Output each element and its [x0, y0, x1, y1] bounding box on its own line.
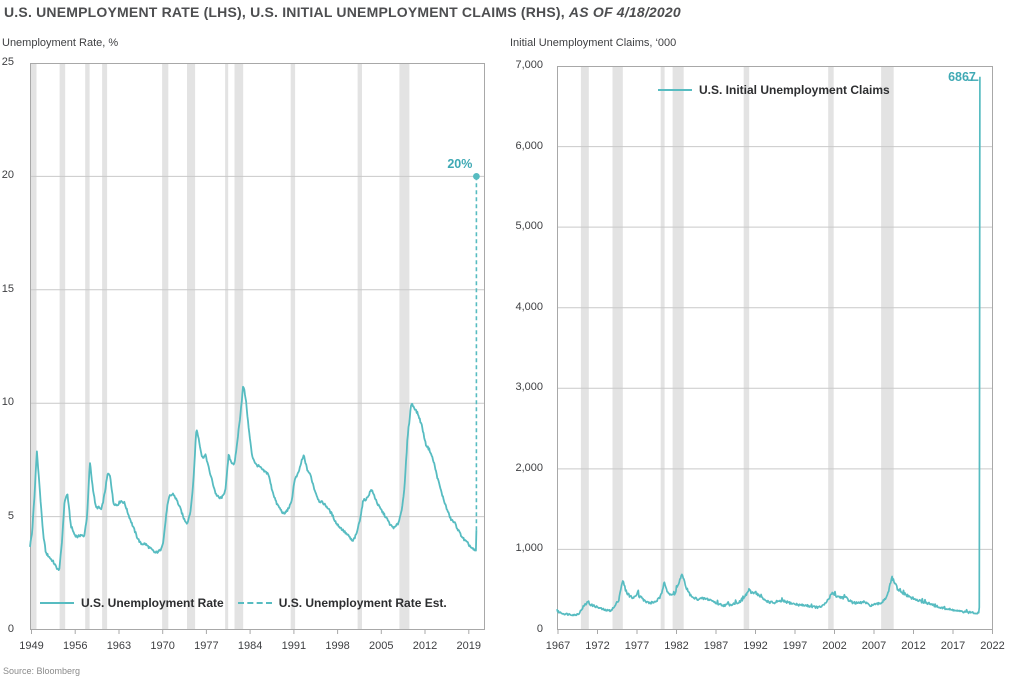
- recession-band: [30, 63, 37, 630]
- y-tick-label: 15: [1, 282, 14, 295]
- left-axis-title: Unemployment Rate, %: [2, 37, 119, 49]
- x-tick-label: 2022: [980, 640, 1005, 652]
- x-tick-label: 1998: [325, 640, 350, 652]
- x-tick-label: 1982: [664, 640, 689, 652]
- right-chart-legend: U.S. Initial Unemployment Claims: [658, 83, 890, 97]
- left-chart-legend: U.S. Unemployment Rate U.S. Unemployment …: [40, 596, 447, 610]
- x-tick-label: 1972: [585, 640, 610, 652]
- x-tick-label: 1991: [281, 640, 307, 652]
- legend-label: U.S. Unemployment Rate Est.: [278, 596, 447, 610]
- dashed-line-swatch: [237, 602, 272, 604]
- solid-line-swatch: [40, 602, 74, 604]
- unemployment-rate-line: [29, 385, 478, 571]
- x-tick-label: 2017: [940, 640, 966, 652]
- y-tick-label: 3,000: [515, 381, 543, 394]
- x-tick-label: 1992: [743, 640, 768, 652]
- recession-band: [743, 66, 750, 630]
- recession-band: [660, 66, 665, 630]
- legend-label: U.S. Unemployment Rate: [81, 596, 224, 610]
- y-tick-label: 5,000: [515, 220, 543, 233]
- y-tick-label: 1,000: [515, 542, 543, 555]
- claims-peak-annotation: 6867: [948, 69, 976, 84]
- y-tick-label: 5: [7, 509, 14, 522]
- x-tick-label: 1987: [703, 640, 729, 652]
- recession-band: [828, 66, 834, 630]
- y-tick-label: 2,000: [515, 461, 543, 474]
- x-tick-label: 2002: [822, 640, 847, 652]
- figure-title-main: U.S. UNEMPLOYMENT RATE (LHS), U.S. INITI…: [4, 4, 569, 20]
- recession-band: [187, 63, 196, 630]
- x-tick-label: 2005: [369, 640, 394, 652]
- recession-band: [102, 63, 108, 630]
- figure-title: U.S. UNEMPLOYMENT RATE (LHS), U.S. INITI…: [4, 4, 681, 20]
- x-tick-label: 1970: [150, 640, 175, 652]
- source-note: Source: Bloomberg: [3, 666, 81, 676]
- right-axis-title: Initial Unemployment Claims, ‘000: [510, 37, 677, 49]
- recession-band: [225, 63, 229, 630]
- x-tick-label: 1977: [624, 640, 650, 652]
- y-tick-label: 20: [1, 169, 14, 182]
- y-tick-label: 10: [1, 396, 14, 409]
- estimate-endpoint-dot: [473, 173, 480, 180]
- y-tick-label: 25: [1, 56, 14, 68]
- unemployment-rate-plot: [29, 63, 485, 634]
- x-tick-label: 2019: [456, 640, 481, 652]
- recession-band: [357, 63, 362, 630]
- recession-band: [59, 63, 66, 630]
- legend-label: U.S. Initial Unemployment Claims: [699, 83, 890, 97]
- x-tick-label: 1963: [106, 640, 132, 652]
- unemployment-est-annotation: 20%: [447, 157, 473, 172]
- y-tick-label: 0: [7, 623, 14, 635]
- x-tick-label: 1956: [62, 640, 88, 652]
- recession-band: [580, 66, 589, 630]
- recession-band: [85, 63, 90, 630]
- y-tick-label: 7,000: [515, 59, 543, 71]
- x-tick-label: 1967: [545, 640, 571, 652]
- legend-item: U.S. Unemployment Rate: [40, 596, 224, 610]
- legend-item: U.S. Initial Unemployment Claims: [658, 83, 890, 97]
- y-tick-label: 6,000: [515, 139, 543, 152]
- x-tick-label: 2012: [901, 640, 926, 652]
- figure-title-asof: AS OF 4/18/2020: [568, 4, 681, 20]
- legend-item: U.S. Unemployment Rate Est.: [237, 596, 447, 610]
- recession-band: [881, 66, 894, 630]
- x-tick-label: 2007: [861, 640, 887, 652]
- plot-border: [30, 63, 485, 630]
- recession-band: [399, 63, 410, 630]
- y-tick-label: 4,000: [515, 300, 543, 313]
- x-tick-label: 1997: [782, 640, 808, 652]
- recession-band: [672, 66, 684, 630]
- solid-line-swatch: [658, 89, 692, 91]
- recession-band: [612, 66, 623, 630]
- x-tick-label: 1949: [19, 640, 44, 652]
- x-tick-label: 1977: [194, 640, 219, 652]
- initial-claims-line: [556, 76, 981, 617]
- plot-border: [557, 66, 993, 630]
- y-tick-label: 0: [536, 623, 543, 635]
- x-tick-label: 2012: [412, 640, 438, 652]
- initial-claims-plot: [556, 66, 993, 634]
- x-tick-label: 1984: [237, 640, 263, 652]
- recession-band: [290, 63, 296, 630]
- recession-band: [234, 63, 244, 630]
- recession-band: [162, 63, 169, 630]
